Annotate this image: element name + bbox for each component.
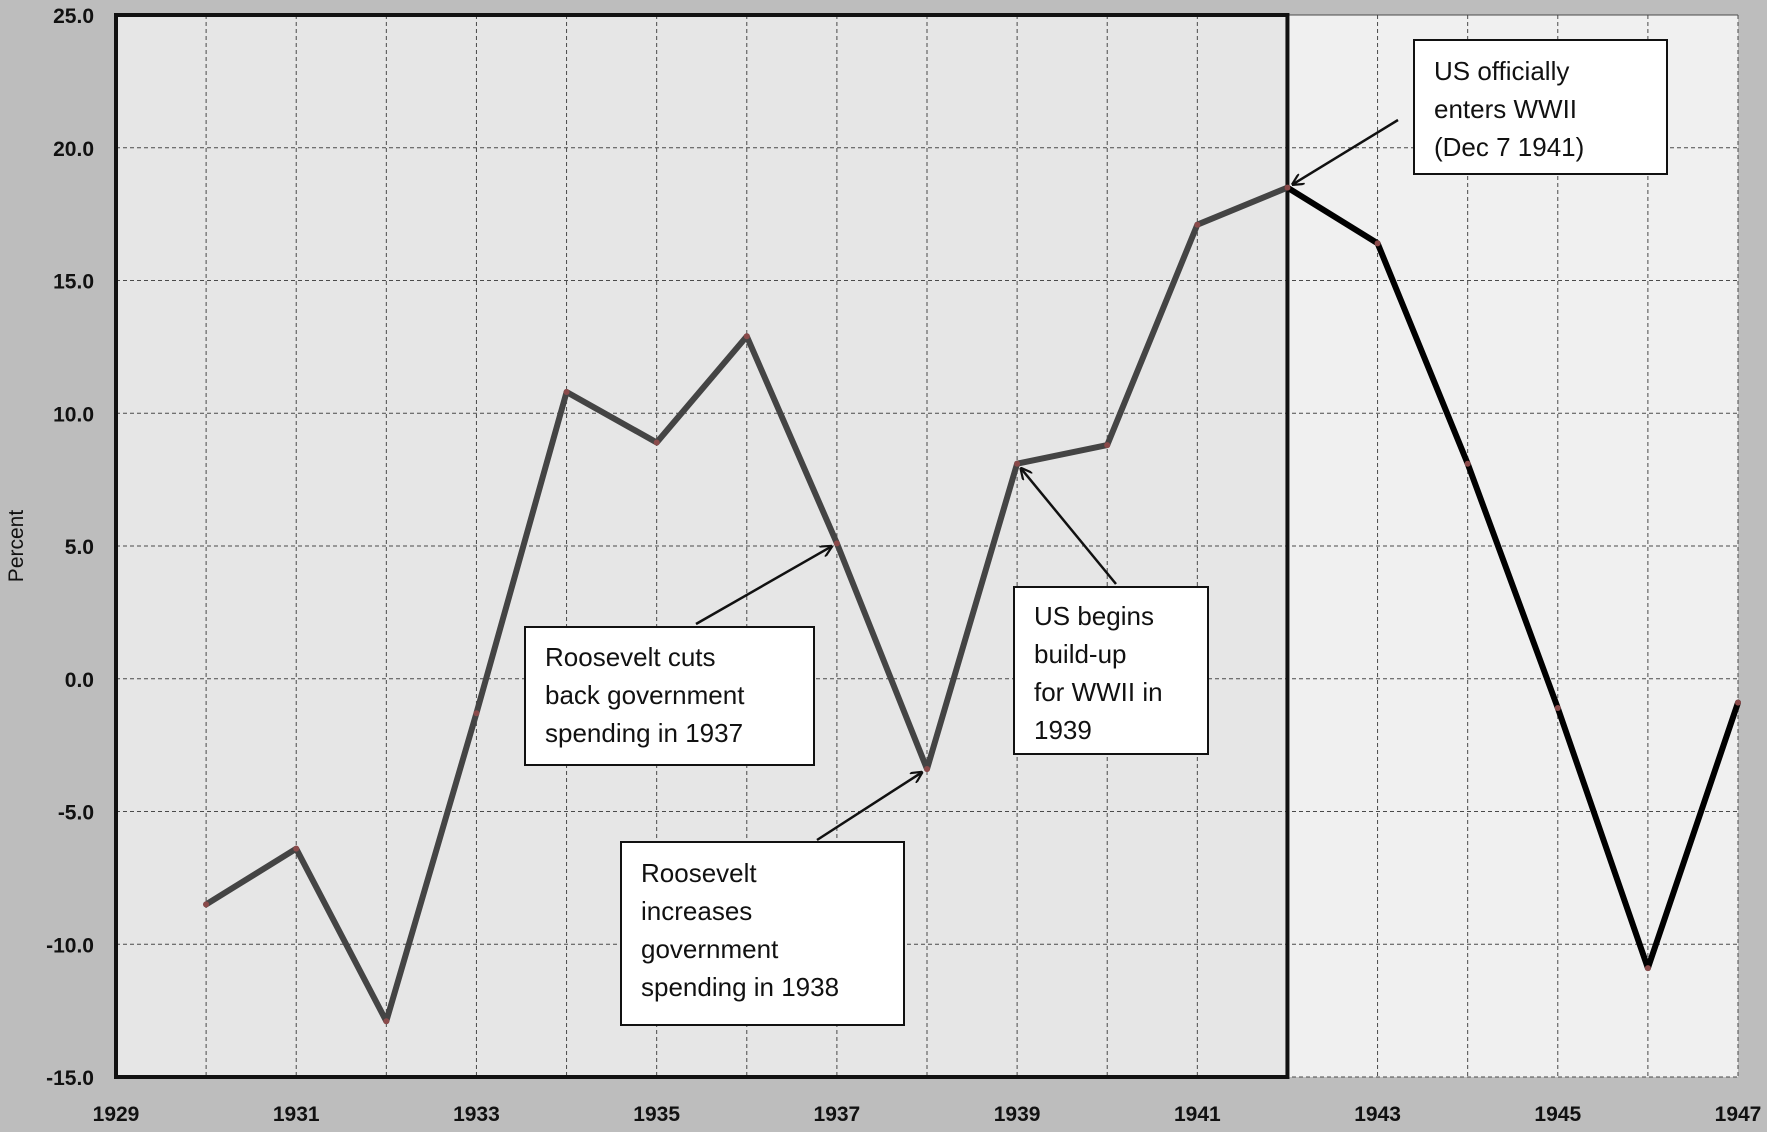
annotation-text-line: build-up xyxy=(1034,639,1127,669)
y-tick-label: 5.0 xyxy=(65,536,94,559)
x-tick-label: 1935 xyxy=(633,1103,680,1126)
data-point xyxy=(1104,442,1111,449)
y-tick-label: -5.0 xyxy=(58,802,94,825)
x-tick-label: 1945 xyxy=(1534,1103,1581,1126)
data-point xyxy=(1194,221,1201,228)
annotation-text-line: increases xyxy=(641,896,752,926)
data-point xyxy=(924,766,930,773)
data-point xyxy=(1735,699,1741,706)
x-tick-label: 1947 xyxy=(1715,1103,1762,1126)
annotation-text-line: Roosevelt xyxy=(641,858,757,888)
x-tick-label: 1931 xyxy=(273,1103,320,1126)
annotations: Roosevelt cuts back government spending in… xyxy=(524,39,1668,1026)
annotation-text-line: US begins xyxy=(1034,601,1154,631)
data-point xyxy=(563,389,570,396)
annotation-2: Roosevelt increases government spending in … xyxy=(620,841,905,1026)
annotation-text-line: US officially xyxy=(1434,56,1569,86)
annotation-box xyxy=(524,626,815,766)
y-axis-ticks: 25.0 20.0 15.0 10.0 5.0 0.0 -5.0 -10.0 -15.0 xyxy=(46,5,94,1090)
series-group xyxy=(203,184,1741,1025)
x-tick-label: 1929 xyxy=(93,1103,140,1126)
annotation-text-line: enters WWII xyxy=(1434,94,1577,124)
data-point xyxy=(653,439,660,446)
data-point xyxy=(1464,460,1471,467)
annotation-text-line: spending in 1938 xyxy=(641,972,839,1002)
annotation-1: Roosevelt cuts back government spending in… xyxy=(524,626,815,766)
y-tick-label: 10.0 xyxy=(53,403,94,426)
annotation-4: US officially enters WWII (Dec 7 1941) xyxy=(1413,39,1668,175)
x-tick-label: 1941 xyxy=(1174,1103,1221,1126)
data-point xyxy=(1014,460,1021,467)
annotation-box xyxy=(1413,39,1668,175)
annotation-arrow xyxy=(695,546,832,626)
annotation-text-line: spending in 1937 xyxy=(545,718,743,748)
data-point xyxy=(473,710,480,717)
data-point xyxy=(1284,184,1291,191)
annotation-text-line: 1939 xyxy=(1034,715,1092,745)
annotation-arrow xyxy=(816,772,922,842)
y-tick-label: -15.0 xyxy=(46,1067,94,1090)
data-point xyxy=(1644,965,1651,972)
annotation-box xyxy=(620,841,905,1026)
annotation-text-line: for WWII in xyxy=(1034,677,1163,707)
y-tick-label: 0.0 xyxy=(65,669,94,692)
data-point xyxy=(383,1018,390,1025)
annotation-arrow xyxy=(1293,118,1399,184)
x-tick-label: 1933 xyxy=(453,1103,500,1126)
data-point xyxy=(833,540,840,547)
data-point xyxy=(293,845,300,852)
y-tick-label: 20.0 xyxy=(53,138,94,161)
annotation-3: US begins build-up for WWII in 1939 xyxy=(1013,586,1209,755)
y-tick-label: -10.0 xyxy=(46,934,94,957)
data-point xyxy=(743,333,750,340)
x-tick-label: 1943 xyxy=(1354,1103,1401,1126)
data-point xyxy=(203,901,210,908)
annotation-text-line: back government xyxy=(545,680,745,710)
annotation-box xyxy=(1013,586,1209,755)
shaded-region-border xyxy=(114,13,1290,1079)
data-point xyxy=(1554,704,1561,711)
annotation-text-line: government xyxy=(641,934,779,964)
series-line-2 xyxy=(1284,184,1741,972)
annotation-text-line: Roosevelt cuts xyxy=(545,642,716,672)
x-tick-label: 1939 xyxy=(994,1103,1041,1126)
x-axis-ticks: 1929 1931 1933 1935 1937 1939 1941 1943 1945 1947 xyxy=(93,1103,1762,1126)
y-tick-label: 15.0 xyxy=(53,271,94,294)
annotation-arrows xyxy=(695,118,1399,842)
y-axis-label: Percent xyxy=(5,510,28,583)
annotation-text-line: (Dec 7 1941) xyxy=(1434,132,1584,162)
x-tick-label: 1937 xyxy=(814,1103,861,1126)
y-tick-label: 25.0 xyxy=(53,5,94,28)
annotation-arrow xyxy=(1021,468,1117,585)
data-point xyxy=(1374,240,1381,247)
